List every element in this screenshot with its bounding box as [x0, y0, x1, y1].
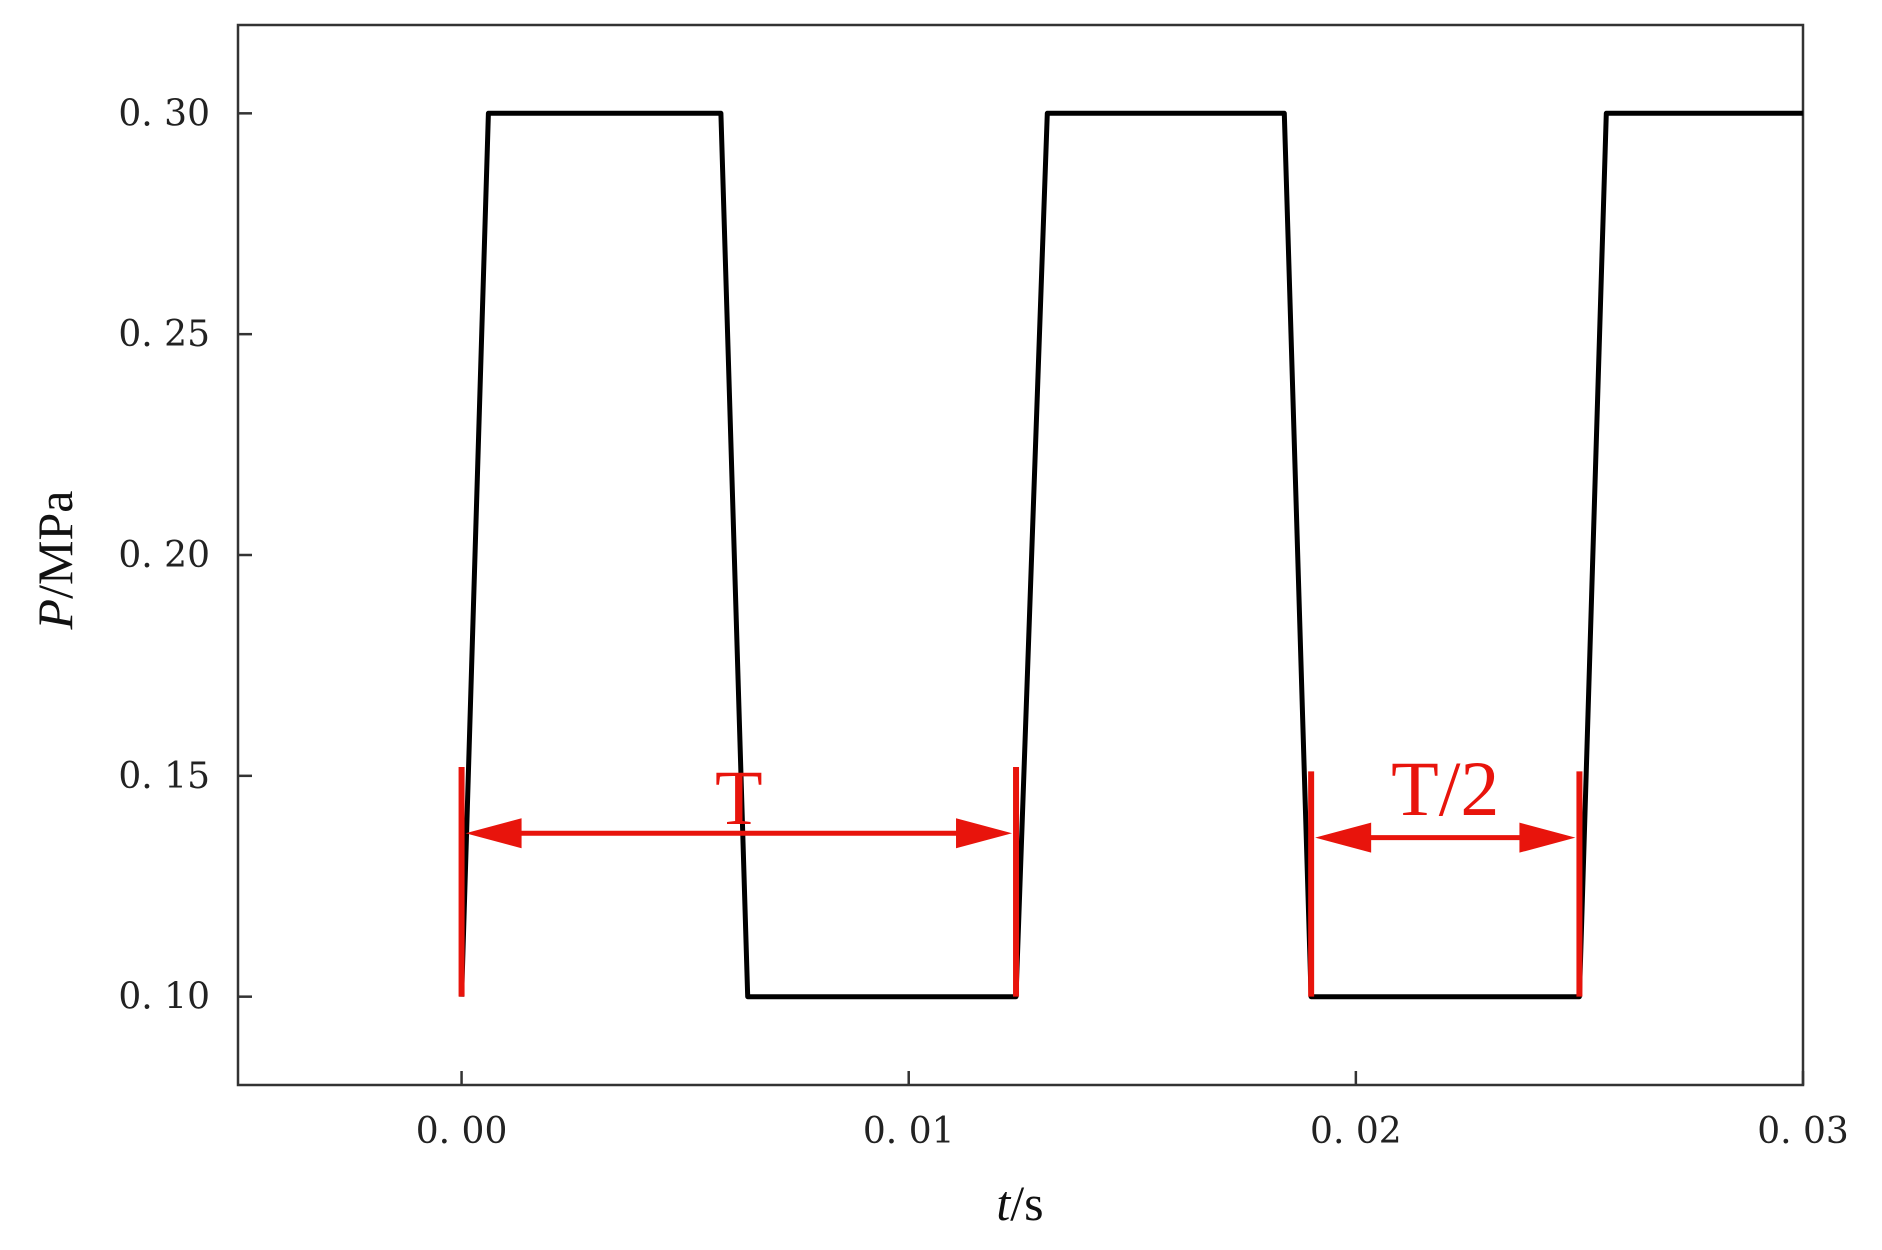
x-axis-symbol: t — [996, 1175, 1011, 1231]
y-axis-title: P/MPa — [27, 491, 83, 631]
series-layer — [459, 110, 1803, 1000]
y-tick-label: 0. 25 — [118, 314, 210, 355]
y-axis-unit: /MPa — [27, 491, 83, 599]
y-tick-label: 0. 30 — [118, 93, 210, 134]
axis-ticks: 0. 00 0. 01 0. 02 0. 03 0. 10 0. 15 0. 20 0. 25… — [118, 93, 1848, 1152]
annotation-layer: T T/2 — [458, 745, 1583, 997]
y-tick-label: 0. 10 — [118, 977, 210, 1018]
annotation-arrowhead-right — [956, 818, 1013, 849]
x-axis-unit: /s — [1010, 1175, 1043, 1231]
x-axis-title: t/s — [996, 1175, 1043, 1231]
x-tick-label: 0. 03 — [1757, 1111, 1849, 1152]
annotation-arrowhead-right — [1519, 822, 1576, 853]
x-tick-label: 0. 00 — [416, 1111, 508, 1152]
y-tick-label: 0. 20 — [118, 535, 210, 576]
annotation-label: T/2 — [1391, 745, 1499, 832]
annotation-arrowhead-left — [1315, 822, 1372, 853]
x-tick-label: 0. 01 — [863, 1111, 955, 1152]
annotation-label: T — [715, 754, 763, 841]
x-tick-label: 0. 02 — [1310, 1111, 1402, 1152]
series-line — [459, 110, 1803, 1000]
y-axis-symbol: P — [27, 599, 83, 631]
y-tick-label: 0. 15 — [118, 756, 210, 797]
annotation-arrowhead-left — [465, 818, 522, 849]
